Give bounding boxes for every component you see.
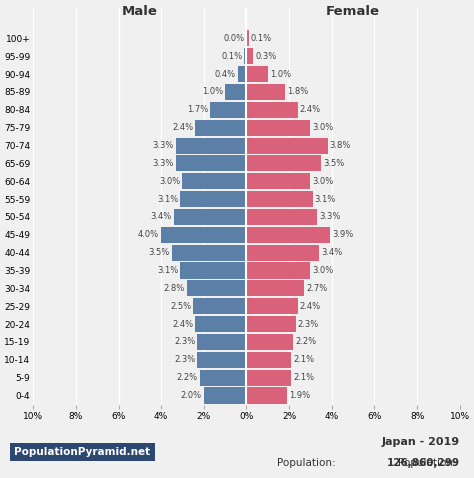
Text: 1.0%: 1.0% [202, 87, 223, 97]
Text: 2.4%: 2.4% [172, 320, 193, 328]
Text: 0.0%: 0.0% [223, 34, 245, 43]
Bar [176, 155, 246, 172]
Bar [245, 48, 246, 65]
Text: 3.9%: 3.9% [332, 230, 353, 239]
Bar [200, 369, 246, 386]
Bar [246, 66, 268, 82]
Text: 2.4%: 2.4% [172, 123, 193, 132]
Bar [246, 31, 249, 46]
Text: 3.0%: 3.0% [312, 266, 334, 275]
Bar [246, 388, 287, 403]
Text: 3.3%: 3.3% [319, 212, 340, 221]
Bar [246, 352, 292, 368]
Text: 2.5%: 2.5% [170, 302, 191, 311]
Bar [225, 84, 246, 100]
Bar [246, 191, 312, 207]
Bar [182, 173, 246, 189]
Bar [246, 120, 310, 136]
Text: 1.9%: 1.9% [289, 391, 310, 400]
Text: 2.3%: 2.3% [174, 337, 195, 347]
Text: 2.3%: 2.3% [174, 355, 195, 364]
Bar [195, 120, 246, 136]
Text: 4.0%: 4.0% [138, 230, 159, 239]
Text: 3.1%: 3.1% [315, 195, 336, 204]
Bar [210, 102, 246, 118]
Bar [246, 316, 295, 332]
Text: Male: Male [122, 5, 158, 18]
Bar [193, 298, 246, 314]
Text: 3.5%: 3.5% [148, 248, 170, 257]
Text: 3.3%: 3.3% [153, 141, 174, 150]
Bar [246, 334, 293, 350]
Bar [204, 388, 246, 403]
Bar [246, 102, 298, 118]
Text: 3.5%: 3.5% [323, 159, 345, 168]
Bar [246, 155, 321, 172]
Bar [174, 209, 246, 225]
Bar [181, 262, 246, 279]
Bar [246, 369, 292, 386]
Text: 3.3%: 3.3% [153, 159, 174, 168]
Bar [198, 334, 246, 350]
Bar [246, 209, 317, 225]
Text: 2.3%: 2.3% [298, 320, 319, 328]
Text: 3.0%: 3.0% [312, 123, 334, 132]
Text: 3.8%: 3.8% [329, 141, 351, 150]
Text: 3.4%: 3.4% [321, 248, 342, 257]
Text: 3.1%: 3.1% [157, 266, 178, 275]
Text: PopulationPyramid.net: PopulationPyramid.net [14, 447, 150, 456]
Bar [246, 173, 310, 189]
Text: 126,860,299: 126,860,299 [387, 458, 460, 467]
Text: 0.1%: 0.1% [221, 52, 242, 61]
Bar [161, 227, 246, 243]
Text: Japan - 2019: Japan - 2019 [382, 437, 460, 447]
Bar [198, 352, 246, 368]
Text: 2.7%: 2.7% [306, 284, 328, 293]
Bar [246, 245, 319, 261]
Text: 2.1%: 2.1% [293, 355, 315, 364]
Text: 3.0%: 3.0% [312, 177, 334, 186]
Text: 0.4%: 0.4% [215, 70, 236, 78]
Text: 0.3%: 0.3% [255, 52, 276, 61]
Bar [195, 316, 246, 332]
Text: Population:: Population: [277, 458, 339, 467]
Bar [246, 262, 310, 279]
Text: 2.2%: 2.2% [295, 337, 317, 347]
Text: 3.0%: 3.0% [159, 177, 181, 186]
Text: 2.0%: 2.0% [181, 391, 202, 400]
Text: 1.7%: 1.7% [187, 105, 208, 114]
Bar [246, 138, 328, 153]
Bar [181, 191, 246, 207]
Text: 1.0%: 1.0% [270, 70, 291, 78]
Bar [238, 66, 246, 82]
Text: 1.8%: 1.8% [287, 87, 308, 97]
Text: 2.2%: 2.2% [176, 373, 198, 382]
Text: 0.1%: 0.1% [251, 34, 272, 43]
Text: 2.1%: 2.1% [293, 373, 315, 382]
Text: 2.4%: 2.4% [300, 302, 321, 311]
Bar [246, 227, 329, 243]
Bar [246, 298, 298, 314]
Bar [187, 280, 246, 296]
Text: 3.1%: 3.1% [157, 195, 178, 204]
Bar [246, 48, 253, 65]
Text: 2.8%: 2.8% [164, 284, 185, 293]
Bar [172, 245, 246, 261]
Text: 2.4%: 2.4% [300, 105, 321, 114]
Text: Population:: Population: [398, 458, 460, 467]
Bar [246, 84, 285, 100]
Bar [246, 280, 304, 296]
Text: 3.4%: 3.4% [151, 212, 172, 221]
Text: Female: Female [326, 5, 380, 18]
Bar [176, 138, 246, 153]
